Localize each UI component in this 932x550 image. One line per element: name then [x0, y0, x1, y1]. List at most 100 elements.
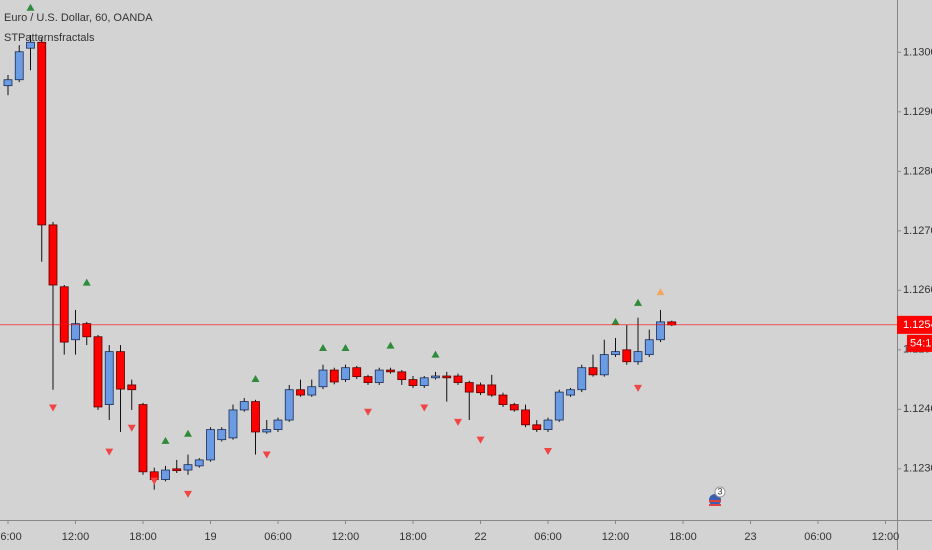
y-tick-label: 1.12800: [903, 165, 932, 177]
candle-body: [464, 382, 474, 393]
event-icon: 3: [709, 486, 726, 506]
fractal-marker: [611, 317, 620, 325]
candle-body: [442, 375, 452, 379]
candle-body: [566, 389, 575, 396]
fractal-marker: [634, 298, 643, 306]
x-tick-label: 06:00: [804, 531, 832, 543]
fractal-marker: [82, 278, 91, 286]
fractal-marker: [319, 344, 328, 352]
fractal-marker: [364, 408, 373, 416]
candle-body: [611, 351, 620, 355]
fractal-marker: [161, 436, 170, 444]
fractal-marker: [454, 418, 463, 426]
fractal-marker: [105, 448, 114, 456]
candle-body: [194, 459, 204, 467]
countdown-label: 54:13: [910, 337, 932, 349]
candle-body: [577, 367, 587, 391]
fractal-marker: [476, 436, 485, 444]
candle-body: [656, 321, 665, 341]
x-tick-label: 12:00: [332, 531, 360, 543]
candle-body: [521, 409, 530, 426]
x-tick-label: 12:00: [62, 531, 90, 543]
x-tick-label: 12:00: [872, 531, 900, 543]
candle-body: [498, 394, 508, 405]
fractal-marker: [183, 429, 192, 437]
candle-body: [93, 336, 103, 408]
fractal-marker: [150, 477, 159, 485]
x-tick-label: 22: [474, 531, 486, 543]
candle-body: [386, 369, 395, 373]
candle-body: [453, 375, 463, 383]
candle-body: [82, 323, 92, 338]
fractal-marker: [544, 447, 553, 455]
candle-body: [307, 386, 317, 396]
candle-body: [374, 369, 384, 383]
candle-body: [543, 419, 553, 430]
candle-body: [206, 429, 215, 461]
candle-body: [644, 339, 654, 355]
candle-body: [228, 409, 238, 439]
candle-body: [633, 351, 643, 363]
candle-body: [104, 351, 114, 405]
countdown-box: [907, 334, 932, 352]
fractal-marker: [656, 288, 665, 296]
candle-body: [599, 354, 609, 376]
x-tick-label: 18:00: [129, 531, 157, 543]
candle-body: [3, 79, 13, 87]
y-tick-label: 1.12700: [903, 225, 932, 237]
candle-body: [622, 349, 632, 363]
candle-body: [138, 404, 148, 473]
candle-body: [532, 424, 542, 430]
candle-body: [667, 321, 677, 326]
fractal-marker: [431, 350, 440, 358]
candle-body: [251, 401, 260, 433]
candle-body: [554, 391, 564, 421]
y-tick-label: 1.12600: [903, 284, 932, 296]
candle-body: [487, 384, 497, 396]
event-count: 3: [717, 486, 722, 496]
candle-body: [59, 286, 69, 343]
x-tick-label: 23: [744, 531, 756, 543]
fractal-marker: [26, 3, 35, 11]
candle-body: [172, 468, 182, 472]
candle-body: [48, 224, 58, 286]
flag-stripe: [709, 504, 721, 506]
candle-body: [284, 389, 294, 421]
y-tick-label: 1.13000: [903, 46, 932, 58]
fractal-marker: [251, 374, 260, 382]
fractal-marker: [420, 404, 429, 412]
y-tick-label: 1.12900: [903, 106, 932, 118]
indicator-name: STPatternsfractals: [4, 32, 95, 44]
fractal-marker: [48, 404, 57, 412]
candle-body: [239, 401, 249, 411]
candle-body: [183, 464, 193, 471]
fractal-marker: [634, 384, 643, 392]
candle-body: [509, 404, 519, 411]
candle-body: [397, 371, 407, 380]
last-price-label: 1.12542: [903, 319, 932, 331]
x-tick-label: 12:00: [602, 531, 630, 543]
fractal-marker: [341, 344, 350, 352]
candle-body: [217, 429, 227, 441]
x-tick-label: 18:00: [399, 531, 427, 543]
candle-body: [71, 323, 80, 341]
candle-body: [262, 429, 272, 433]
candle-body: [419, 377, 429, 386]
fractal-marker: [262, 451, 271, 459]
x-tick-label: 06:00: [534, 531, 562, 543]
y-tick-label: 1.12400: [903, 403, 932, 415]
x-tick-label: 06:00: [264, 531, 292, 543]
fractal-marker: [183, 490, 192, 498]
candle-body: [127, 384, 137, 391]
y-tick-label: 1.12300: [903, 463, 932, 475]
candle-body: [431, 375, 440, 379]
candle-body: [341, 367, 350, 380]
chart-title: Euro / U.S. Dollar, 60, OANDA: [4, 12, 153, 24]
candle-body: [588, 367, 598, 376]
badge: [714, 486, 726, 498]
candle-body: [352, 367, 362, 378]
candle-body: [37, 41, 47, 226]
